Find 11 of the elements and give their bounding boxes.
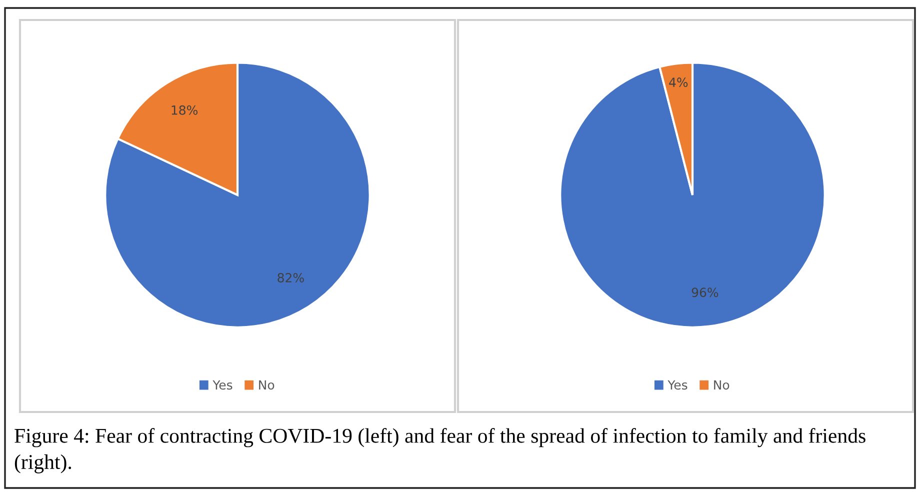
data-label: 4% [669,78,688,88]
data-label: 82% [278,272,304,282]
legend-label: Yes [668,380,688,390]
legend-label: Yes [212,380,232,390]
pie-slice [559,62,826,328]
data-label: 18% [172,105,198,115]
pie-slice [104,62,371,328]
legend-label: No [714,380,730,390]
caption: Figure 4: Fear of contracting COVID-19 (left) and fear of the spread of infection to family and friends (right). [14,428,866,474]
legend-label: No [259,380,274,390]
data-label: 96% [692,288,718,298]
